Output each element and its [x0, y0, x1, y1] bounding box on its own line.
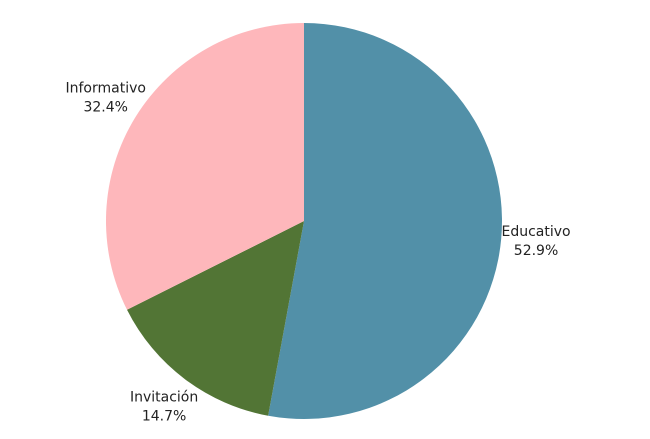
slice-label: Educativo: [501, 224, 570, 240]
pie-slice: [127, 221, 304, 416]
slice-label: Invitación: [130, 389, 198, 405]
slice-value-label: 32.4%: [83, 100, 127, 116]
slice-value-label: 52.9%: [514, 243, 558, 259]
slice-label: Informativo: [65, 81, 145, 97]
pie-slice: [268, 23, 503, 419]
slice-value-label: 14.7%: [142, 408, 186, 424]
pie-slice: [105, 23, 304, 310]
